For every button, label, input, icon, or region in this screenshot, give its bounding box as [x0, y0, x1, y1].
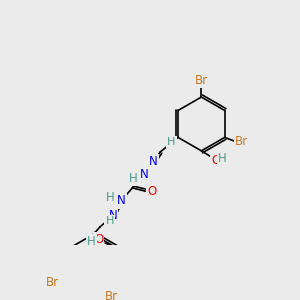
Text: Br: Br — [46, 276, 59, 290]
Text: N: N — [109, 209, 117, 222]
Text: O: O — [147, 185, 157, 198]
Text: H: H — [106, 191, 115, 204]
Text: H: H — [167, 137, 176, 147]
Text: H: H — [218, 152, 227, 165]
Text: H: H — [105, 216, 114, 226]
Text: N: N — [149, 155, 158, 168]
Text: Br: Br — [195, 74, 208, 87]
Text: N: N — [140, 168, 148, 182]
Text: O: O — [212, 154, 221, 167]
Text: H: H — [87, 235, 96, 248]
Text: H: H — [128, 172, 137, 185]
Text: N: N — [117, 194, 125, 208]
Text: Br: Br — [105, 290, 118, 300]
Text: Br: Br — [235, 135, 248, 148]
Text: O: O — [94, 233, 103, 246]
